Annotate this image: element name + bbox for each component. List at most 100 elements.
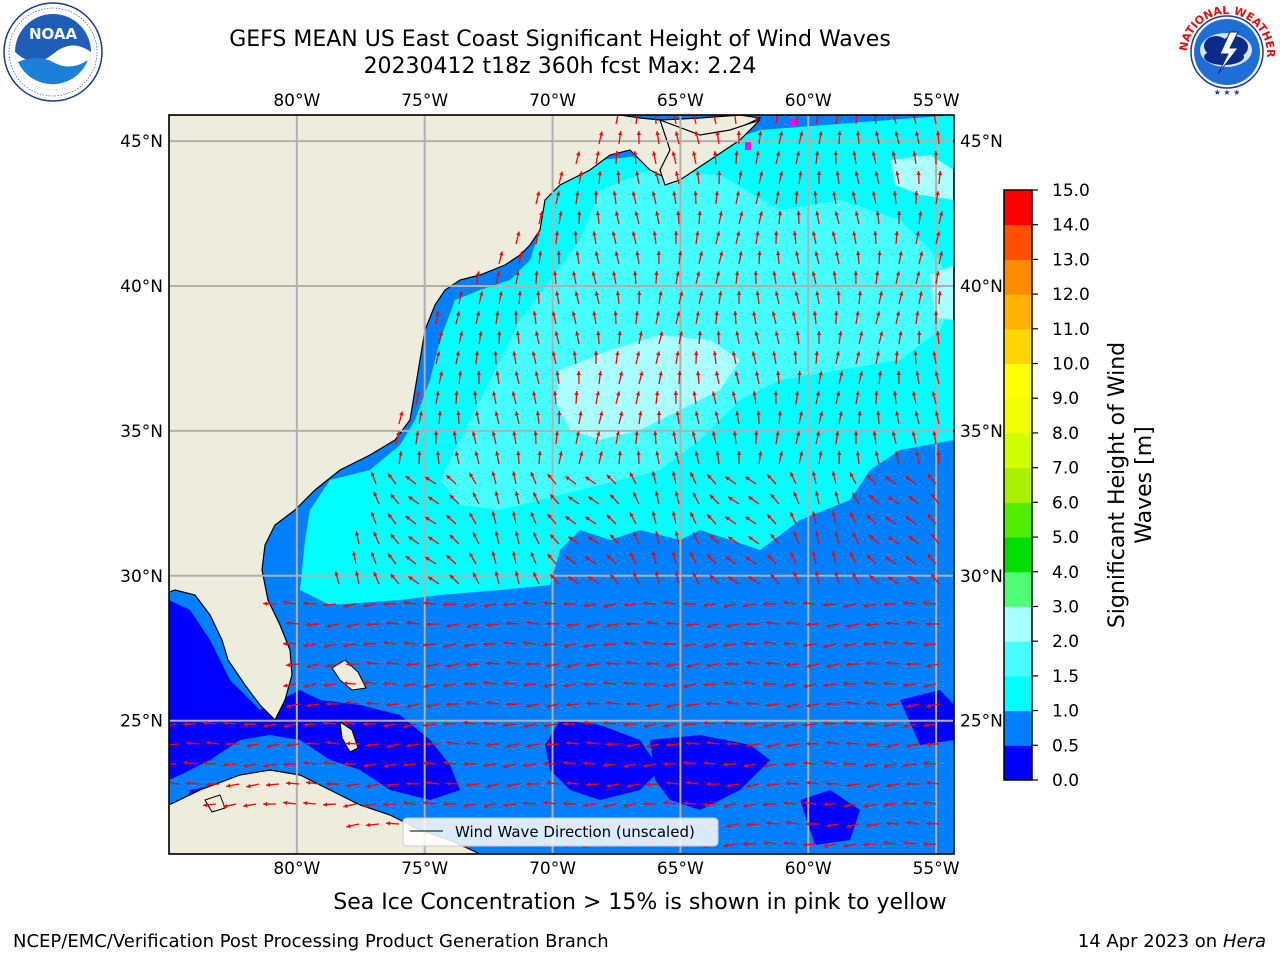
wind-wave-arrowhead	[423, 642, 428, 648]
wind-wave-arrowhead	[373, 571, 378, 577]
wind-wave-arrowhead	[578, 411, 583, 416]
wind-wave-arrowhead	[523, 682, 528, 687]
wind-wave-arrowhead	[770, 534, 775, 539]
wind-wave-arrowhead	[874, 271, 880, 276]
wind-wave-arrowhead	[707, 514, 712, 519]
lon-tick-label-top: 75°W	[401, 91, 448, 111]
wind-wave-arrowhead	[557, 411, 562, 416]
wind-wave-arrowhead	[803, 722, 808, 728]
wind-wave-arrowhead	[736, 131, 742, 136]
wind-wave-arrowhead	[734, 151, 739, 156]
wind-wave-arrowhead	[563, 643, 568, 648]
wind-wave-arrowhead	[814, 351, 819, 356]
wind-wave-arrowhead	[695, 171, 701, 176]
wind-wave-arrowhead	[793, 491, 798, 497]
wind-wave-arrowhead	[343, 803, 348, 809]
wind-wave-arrowhead	[658, 291, 663, 296]
lat-tick-label-right: 45°N	[960, 132, 1003, 152]
colorbar-tick-label: 8.0	[1052, 424, 1079, 444]
wind-wave-arrowhead	[463, 720, 468, 726]
wind-wave-arrowhead	[263, 801, 268, 807]
colorbar-tick-label: 2.0	[1052, 632, 1079, 652]
wind-wave-arrowhead	[692, 151, 697, 156]
wind-wave-arrowhead	[686, 703, 691, 708]
wind-wave-arrowhead	[603, 721, 608, 726]
wind-wave-arrowhead	[748, 496, 753, 501]
wind-wave-arrowhead	[811, 471, 817, 476]
wind-wave-arrowhead	[676, 211, 681, 216]
colorbar-segment	[1004, 363, 1032, 399]
wind-wave-arrowhead	[786, 703, 791, 709]
wind-wave-arrowhead	[575, 191, 580, 196]
wind-wave-arrowhead	[546, 703, 551, 709]
wind-wave-arrowhead	[874, 451, 880, 456]
wind-wave-arrowhead	[306, 663, 311, 669]
wind-wave-arrowhead	[606, 474, 612, 480]
wind-wave-arrowhead	[408, 536, 413, 541]
wind-wave-arrowhead	[623, 763, 628, 769]
wind-wave-arrowhead	[886, 783, 891, 788]
colorbar-tick-label: 6.0	[1052, 493, 1079, 513]
wind-wave-arrowhead	[556, 251, 562, 256]
wind-wave-arrowhead	[566, 663, 571, 669]
wind-wave-arrowhead	[583, 761, 588, 766]
wind-wave-arrowhead	[894, 131, 899, 136]
lat-tick-label-right: 35°N	[960, 422, 1003, 442]
wind-wave-arrowhead	[363, 680, 368, 686]
wind-wave-arrowhead	[517, 291, 522, 296]
wind-wave-arrowhead	[823, 602, 828, 608]
wind-wave-arrowhead	[723, 843, 728, 848]
wind-wave-arrowhead	[823, 643, 828, 649]
wind-wave-arrowhead	[443, 801, 448, 807]
wind-wave-arrowhead	[923, 761, 928, 766]
wind-wave-arrowhead	[466, 623, 471, 629]
wind-wave-arrowhead	[883, 802, 888, 807]
wind-wave-arrowhead	[815, 291, 820, 296]
wind-wave-arrowhead	[895, 311, 901, 316]
wind-wave-arrowhead	[895, 271, 901, 276]
wind-wave-arrowhead	[455, 351, 461, 356]
wind-wave-arrowhead	[636, 131, 642, 136]
lat-tick-label-left: 25°N	[120, 712, 163, 732]
wind-wave-arrowhead	[536, 191, 541, 196]
wind-wave-arrowhead	[443, 683, 448, 688]
wind-wave-arrowhead	[606, 661, 611, 666]
map-field	[169, 115, 954, 854]
wind-wave-arrowhead	[837, 451, 842, 456]
wind-wave-arrowhead	[871, 151, 876, 156]
wind-wave-arrowhead	[923, 723, 928, 728]
wind-wave-arrowhead	[798, 171, 803, 176]
wind-wave-arrowhead	[606, 783, 611, 789]
wind-wave-arrowhead	[643, 682, 648, 687]
wind-wave-arrowhead	[835, 431, 840, 436]
wind-wave-arrowhead	[635, 391, 641, 396]
wind-wave-arrowhead	[523, 723, 528, 729]
colorbar-segment	[1004, 537, 1032, 573]
wind-wave-arrowhead	[638, 411, 643, 416]
lon-tick-label-bottom: 70°W	[529, 859, 576, 879]
lon-tick-label-bottom: 65°W	[657, 859, 704, 879]
wind-wave-arrowhead	[616, 171, 621, 176]
wind-wave-arrowhead	[511, 471, 517, 476]
wind-wave-arrowhead	[436, 351, 441, 356]
wind-wave-arrowhead	[535, 231, 541, 236]
wind-wave-arrowhead	[707, 474, 712, 479]
wind-wave-arrowhead	[446, 702, 451, 707]
wind-wave-arrowhead	[499, 251, 504, 256]
wind-wave-arrowhead	[674, 451, 679, 456]
wind-wave-arrowhead	[558, 211, 563, 216]
wind-wave-arrowhead	[266, 782, 271, 788]
wind-wave-arrowhead	[403, 600, 408, 606]
wind-wave-arrowhead	[643, 601, 648, 606]
wind-wave-arrowhead	[731, 351, 737, 356]
wind-wave-arrowhead	[916, 171, 921, 176]
wind-wave-arrowhead	[746, 622, 751, 627]
wind-wave-arrowhead	[905, 516, 910, 521]
wind-wave-arrow	[933, 115, 937, 125]
noaa-logo-icon: NOAA	[3, 2, 103, 102]
wind-wave-arrowhead	[778, 451, 784, 456]
wind-wave-arrowhead	[586, 782, 591, 787]
wind-wave-arrowhead	[263, 723, 268, 728]
wind-wave-arrowhead	[843, 681, 848, 686]
wind-wave-arrowhead	[203, 802, 208, 808]
